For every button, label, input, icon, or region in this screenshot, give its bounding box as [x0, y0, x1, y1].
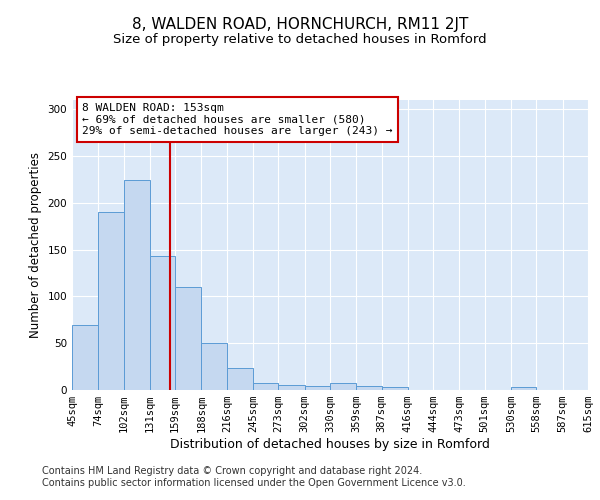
Text: 8, WALDEN ROAD, HORNCHURCH, RM11 2JT: 8, WALDEN ROAD, HORNCHURCH, RM11 2JT: [132, 18, 468, 32]
Bar: [227, 368, 253, 390]
Bar: [278, 386, 305, 390]
Bar: [124, 180, 150, 390]
Bar: [382, 387, 408, 390]
Y-axis label: Number of detached properties: Number of detached properties: [29, 152, 42, 338]
Bar: [72, 324, 98, 390]
Bar: [175, 287, 202, 390]
Bar: [253, 382, 278, 390]
Bar: [150, 256, 175, 390]
Bar: [305, 386, 330, 390]
Text: Contains HM Land Registry data © Crown copyright and database right 2024.: Contains HM Land Registry data © Crown c…: [42, 466, 422, 476]
Bar: [98, 212, 124, 390]
Text: Size of property relative to detached houses in Romford: Size of property relative to detached ho…: [113, 32, 487, 46]
Bar: [511, 387, 536, 390]
Text: Contains public sector information licensed under the Open Government Licence v3: Contains public sector information licen…: [42, 478, 466, 488]
Bar: [202, 343, 227, 390]
X-axis label: Distribution of detached houses by size in Romford: Distribution of detached houses by size …: [170, 438, 490, 451]
Bar: [330, 382, 356, 390]
Bar: [356, 386, 382, 390]
Text: 8 WALDEN ROAD: 153sqm
← 69% of detached houses are smaller (580)
29% of semi-det: 8 WALDEN ROAD: 153sqm ← 69% of detached …: [82, 103, 393, 136]
